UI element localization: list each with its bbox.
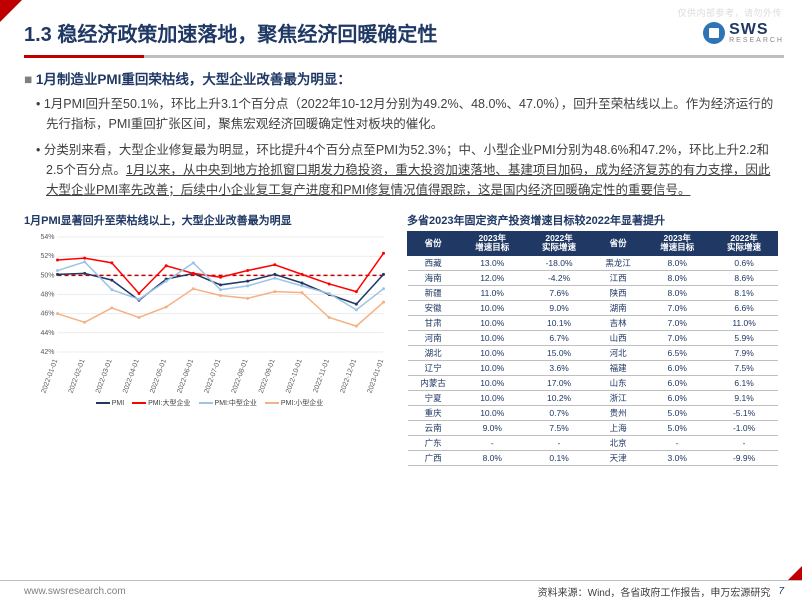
svg-text:48%: 48%: [40, 292, 54, 299]
chart-svg: 42% 44% 46% 48% 50% 52% 54% 2022-01-01 2022-02-0…: [24, 231, 395, 396]
svg-text:2022-07-01: 2022-07-01: [204, 358, 223, 394]
corner-accent-top: [0, 0, 22, 22]
svg-text:54%: 54%: [40, 234, 54, 241]
svg-text:2022-09-01: 2022-09-01: [258, 358, 277, 394]
svg-text:2022-04-01: 2022-04-01: [122, 358, 141, 394]
svg-text:2022-02-01: 2022-02-01: [68, 358, 87, 394]
paragraph-2: 分类别来看，大型企业修复最为明显，环比提升4个百分点至PMI为52.3%；中、小…: [24, 140, 778, 200]
table-title: 多省2023年固定资产投资增速目标较2022年显著提升: [407, 212, 778, 228]
chart-legend: PMIPMI:大型企业PMI:中型企业PMI:小型企业: [24, 398, 395, 408]
svg-text:2022-03-01: 2022-03-01: [95, 358, 114, 394]
chart-column: 1月PMI显著回升至荣枯线以上，大型企业改善最为明显 42% 44% 46% 48% 5…: [24, 212, 395, 466]
svg-text:46%: 46%: [40, 311, 54, 318]
logo-icon: [703, 22, 725, 44]
svg-text:50%: 50%: [40, 272, 54, 279]
corner-accent-bottom: [788, 566, 802, 580]
svg-text:2022-12-01: 2022-12-01: [339, 358, 358, 394]
svg-text:2022-08-01: 2022-08-01: [231, 358, 250, 394]
slide-footer: www.swsresearch.com 资料来源：Wind，各省政府工作报告，申…: [0, 580, 802, 602]
svg-text:2022-06-01: 2022-06-01: [176, 358, 195, 394]
paragraph-1: 1月PMI回升至50.1%，环比上升3.1个百分点（2022年10-12月分别为…: [24, 94, 778, 134]
table-column: 多省2023年固定资产投资增速目标较2022年显著提升 省份2023年增速目标2…: [407, 212, 778, 466]
pmi-line-chart: 42% 44% 46% 48% 50% 52% 54% 2022-01-01 2022-02-0…: [24, 231, 395, 396]
section-heading: 1月制造业PMI重回荣枯线，大型企业改善最为明显：: [24, 68, 778, 88]
svg-text:42%: 42%: [40, 349, 54, 356]
footer-page: 7: [778, 586, 784, 597]
svg-text:2022-11-01: 2022-11-01: [312, 358, 331, 394]
body-content: 1月制造业PMI重回荣枯线，大型企业改善最为明显： 1月PMI回升至50.1%，…: [0, 58, 802, 200]
svg-text:2022-05-01: 2022-05-01: [149, 358, 168, 394]
footer-site: www.swsresearch.com: [24, 586, 538, 597]
svg-text:2022-10-01: 2022-10-01: [285, 358, 304, 394]
slide-title: 1.3 稳经济政策加速落地，聚焦经济回暖确定性: [24, 18, 703, 47]
figure-row: 1月PMI显著回升至荣枯线以上，大型企业改善最为明显 42% 44% 46% 48% 5…: [0, 206, 802, 466]
footer-source: 资料来源：Wind，各省政府工作报告，申万宏源研究: [538, 584, 771, 599]
watermark: 仅供内部参考，请勿外传: [677, 6, 782, 19]
svg-text:44%: 44%: [40, 330, 54, 337]
paragraph-2b: 1月以来，从中央到地方抢抓窗口期发力稳投资，重大投资加速落地、基建项目加码，成为…: [46, 163, 770, 197]
svg-text:2022-01-01: 2022-01-01: [41, 358, 60, 394]
svg-text:2023-01-01: 2023-01-01: [367, 358, 386, 394]
investment-table: 省份2023年增速目标2022年实际增速省份2023年增速目标2022年实际增速…: [407, 231, 778, 466]
company-logo: SWS RESEARCH: [703, 21, 784, 44]
chart-title: 1月PMI显著回升至荣枯线以上，大型企业改善最为明显: [24, 212, 395, 228]
svg-text:52%: 52%: [40, 253, 54, 260]
logo-subtext: RESEARCH: [729, 37, 784, 44]
